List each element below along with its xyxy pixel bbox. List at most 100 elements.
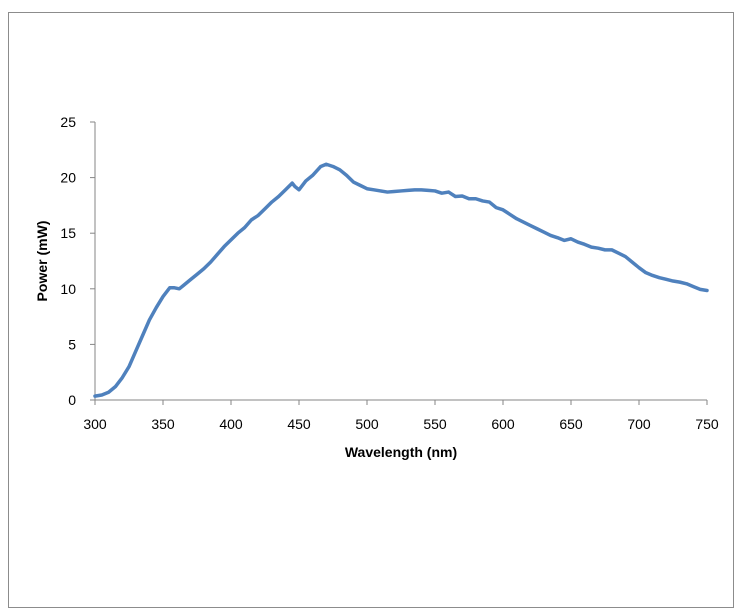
y-tick-label: 5 [68,336,76,352]
data-point [652,275,653,276]
data-point [441,193,442,194]
data-point [638,267,639,268]
x-tick-label: 650 [559,416,583,432]
data-point [278,196,279,197]
data-point [625,256,626,257]
data-point [550,235,551,236]
data-point [179,288,180,289]
data-point [482,200,483,201]
x-tick-label: 450 [287,416,311,432]
y-tick-label: 10 [60,281,76,297]
data-point [203,268,204,269]
data-point [271,201,272,202]
data-point [135,350,136,351]
data-point [285,189,286,190]
data-point [421,189,422,190]
data-point [706,290,707,291]
data-point [591,247,592,248]
data-point [468,198,469,199]
data-point [414,189,415,190]
x-tick-label: 600 [491,416,515,432]
chart-frame [8,12,734,608]
data-point [536,228,537,229]
data-point [666,279,667,280]
data-point [366,188,367,189]
series-group [93,162,709,398]
data-point [672,280,673,281]
data-point [128,366,129,367]
data-point [360,185,361,186]
data-point [611,249,612,250]
data-point [693,286,694,287]
axes [90,121,708,405]
data-point [496,207,497,208]
data-point [292,183,293,184]
data-point [353,181,354,182]
data-point [679,282,680,283]
data-point [101,394,102,395]
data-point [502,209,503,210]
data-point [407,190,408,191]
data-point [108,392,109,393]
data-point [305,180,306,181]
data-point [190,279,191,280]
data-point [700,289,701,290]
data-point [455,196,456,197]
data-point [224,246,225,247]
data-point [509,214,510,215]
data-point [659,277,660,278]
data-point [543,231,544,232]
tick-labels: 0 5 10 15 20 25 300 350 400 450 500 550 600 650 700 750 [60,114,718,432]
data-point [173,287,174,288]
x-tick-label: 500 [355,416,379,432]
x-axis-title: Wavelength (nm) [345,444,457,460]
y-tick-label: 20 [60,170,76,186]
data-point [142,335,143,336]
data-point [230,239,231,240]
data-point [577,242,578,243]
data-point [516,218,517,219]
data-point [298,189,299,190]
data-point [312,175,313,176]
data-point [448,191,449,192]
data-point [584,244,585,245]
data-point [400,190,401,191]
data-point [462,195,463,196]
data-point [169,287,170,288]
data-point [530,225,531,226]
data-point [428,190,429,191]
y-tick-label: 0 [68,392,76,408]
y-axis-title: Power (mW) [34,221,50,302]
data-point [264,208,265,209]
data-point [217,254,218,255]
data-point [149,319,150,320]
data-point [320,166,321,167]
x-tick-label: 400 [219,416,243,432]
data-point [557,237,558,238]
data-point [434,190,435,191]
data-point [122,377,123,378]
series-line-0 [93,162,709,398]
data-point [489,201,490,202]
data-point [210,262,211,263]
data-point [183,285,184,286]
x-tick-label: 300 [83,416,107,432]
data-point [523,221,524,222]
data-point [387,191,388,192]
data-point [326,164,327,165]
data-point [632,262,633,263]
data-point [564,240,565,241]
data-point [115,386,116,387]
x-tick-label: 700 [627,416,651,432]
data-point [475,198,476,199]
data-point [598,248,599,249]
data-point [686,283,687,284]
data-point [237,233,238,234]
data-point [316,170,317,171]
data-point [373,189,374,190]
data-point [258,215,259,216]
x-tick-label: 750 [695,416,719,432]
data-point [604,249,605,250]
data-point [339,169,340,170]
